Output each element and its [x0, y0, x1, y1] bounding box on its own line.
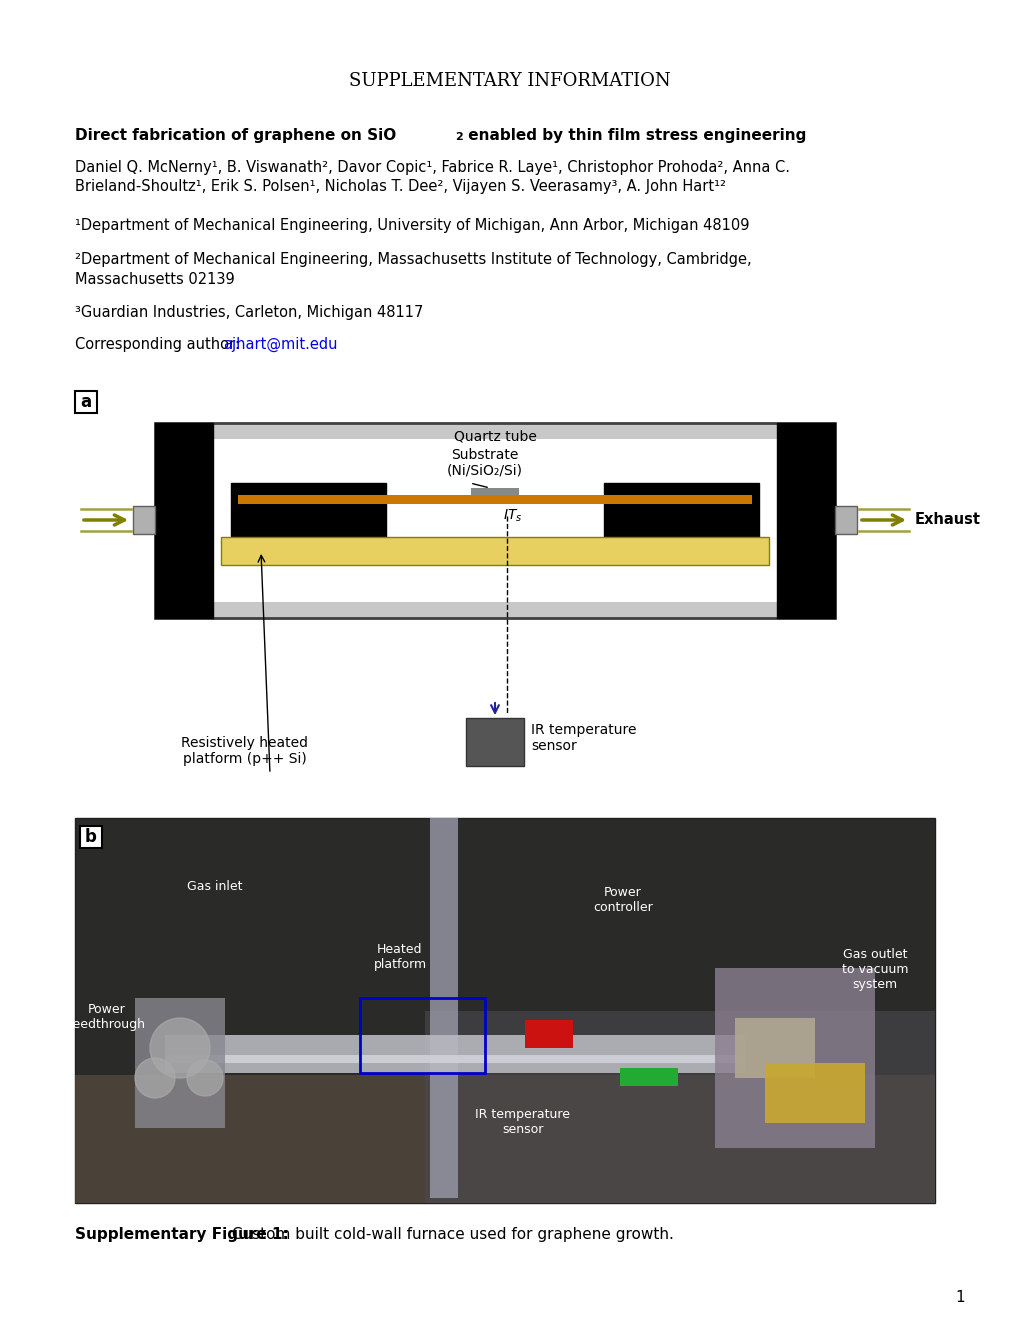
Bar — [155, 422, 213, 618]
Bar — [714, 968, 874, 1148]
Bar — [835, 506, 856, 535]
Circle shape — [186, 1060, 223, 1096]
Bar — [230, 483, 385, 541]
Text: enabled by thin film stress engineering: enabled by thin film stress engineering — [463, 128, 806, 143]
Bar — [764, 1063, 864, 1123]
Bar — [425, 1011, 934, 1203]
Text: Gas inlet: Gas inlet — [187, 880, 243, 894]
Bar — [155, 422, 835, 618]
Bar — [776, 422, 835, 618]
Text: Substrate: Substrate — [450, 447, 519, 462]
Bar — [171, 440, 818, 602]
Text: IR temperature
sensor: IR temperature sensor — [531, 723, 636, 754]
Bar — [603, 483, 758, 541]
Text: Custom built cold-wall furnace used for graphene growth.: Custom built cold-wall furnace used for … — [227, 1228, 674, 1242]
Text: b: b — [85, 828, 97, 846]
Bar — [75, 1074, 934, 1203]
Bar — [79, 826, 102, 847]
Text: ²Department of Mechanical Engineering, Massachusetts Institute of Technology, Ca: ²Department of Mechanical Engineering, M… — [75, 252, 751, 267]
Bar — [75, 818, 934, 1203]
Text: Heated
platform: Heated platform — [373, 942, 426, 972]
Text: IR temperature
sensor: IR temperature sensor — [475, 1107, 570, 1137]
Text: Quartz tube: Quartz tube — [453, 429, 536, 444]
Circle shape — [150, 1018, 210, 1078]
Text: Massachusetts 02139: Massachusetts 02139 — [75, 272, 234, 286]
Text: $IT_s$: $IT_s$ — [502, 508, 522, 524]
Bar — [735, 1018, 814, 1078]
Bar — [165, 1055, 744, 1063]
Text: ¹Department of Mechanical Engineering, University of Michigan, Ann Arbor, Michig: ¹Department of Mechanical Engineering, U… — [75, 218, 749, 234]
Text: Resistively heated
platform (p++ Si): Resistively heated platform (p++ Si) — [181, 737, 308, 766]
Text: Brieland-Shoultz¹, Erik S. Polsen¹, Nicholas T. Dee², Vijayen S. Veerasamy³, A. : Brieland-Shoultz¹, Erik S. Polsen¹, Nich… — [75, 180, 726, 194]
Text: ajhart@mit.edu: ajhart@mit.edu — [223, 337, 337, 352]
Text: Supplementary Figure 1:: Supplementary Figure 1: — [75, 1228, 288, 1242]
Bar — [360, 998, 484, 1073]
Bar — [237, 495, 751, 504]
Text: Exhaust: Exhaust — [914, 512, 980, 528]
Text: Power
controller: Power controller — [592, 886, 652, 913]
Bar — [466, 718, 524, 766]
Text: (Ni/SiO₂/Si): (Ni/SiO₂/Si) — [446, 465, 523, 478]
Text: Gas outlet
to vacuum
system: Gas outlet to vacuum system — [841, 948, 907, 991]
Bar — [430, 818, 458, 1199]
Text: Direct fabrication of graphene on SiO: Direct fabrication of graphene on SiO — [75, 128, 395, 143]
Text: 1: 1 — [954, 1290, 964, 1305]
Bar — [75, 391, 97, 413]
Text: 2: 2 — [454, 132, 463, 143]
Text: Corresponding author:: Corresponding author: — [75, 337, 245, 352]
Circle shape — [135, 1059, 175, 1098]
Text: ³Guardian Industries, Carleton, Michigan 48117: ³Guardian Industries, Carleton, Michigan… — [75, 305, 423, 319]
Bar — [525, 1020, 573, 1048]
Bar — [221, 537, 768, 565]
Bar — [165, 1035, 744, 1073]
Bar — [132, 506, 155, 535]
Bar — [620, 1068, 678, 1086]
Text: Daniel Q. McNerny¹, B. Viswanath², Davor Copic¹, Fabrice R. Laye¹, Christophor P: Daniel Q. McNerny¹, B. Viswanath², Davor… — [75, 160, 790, 176]
Text: SUPPLEMENTARY INFORMATION: SUPPLEMENTARY INFORMATION — [348, 73, 671, 90]
Text: a: a — [81, 393, 92, 411]
Bar — [471, 488, 519, 495]
Bar — [135, 998, 225, 1129]
Text: Power
feedthrough: Power feedthrough — [68, 1003, 146, 1031]
